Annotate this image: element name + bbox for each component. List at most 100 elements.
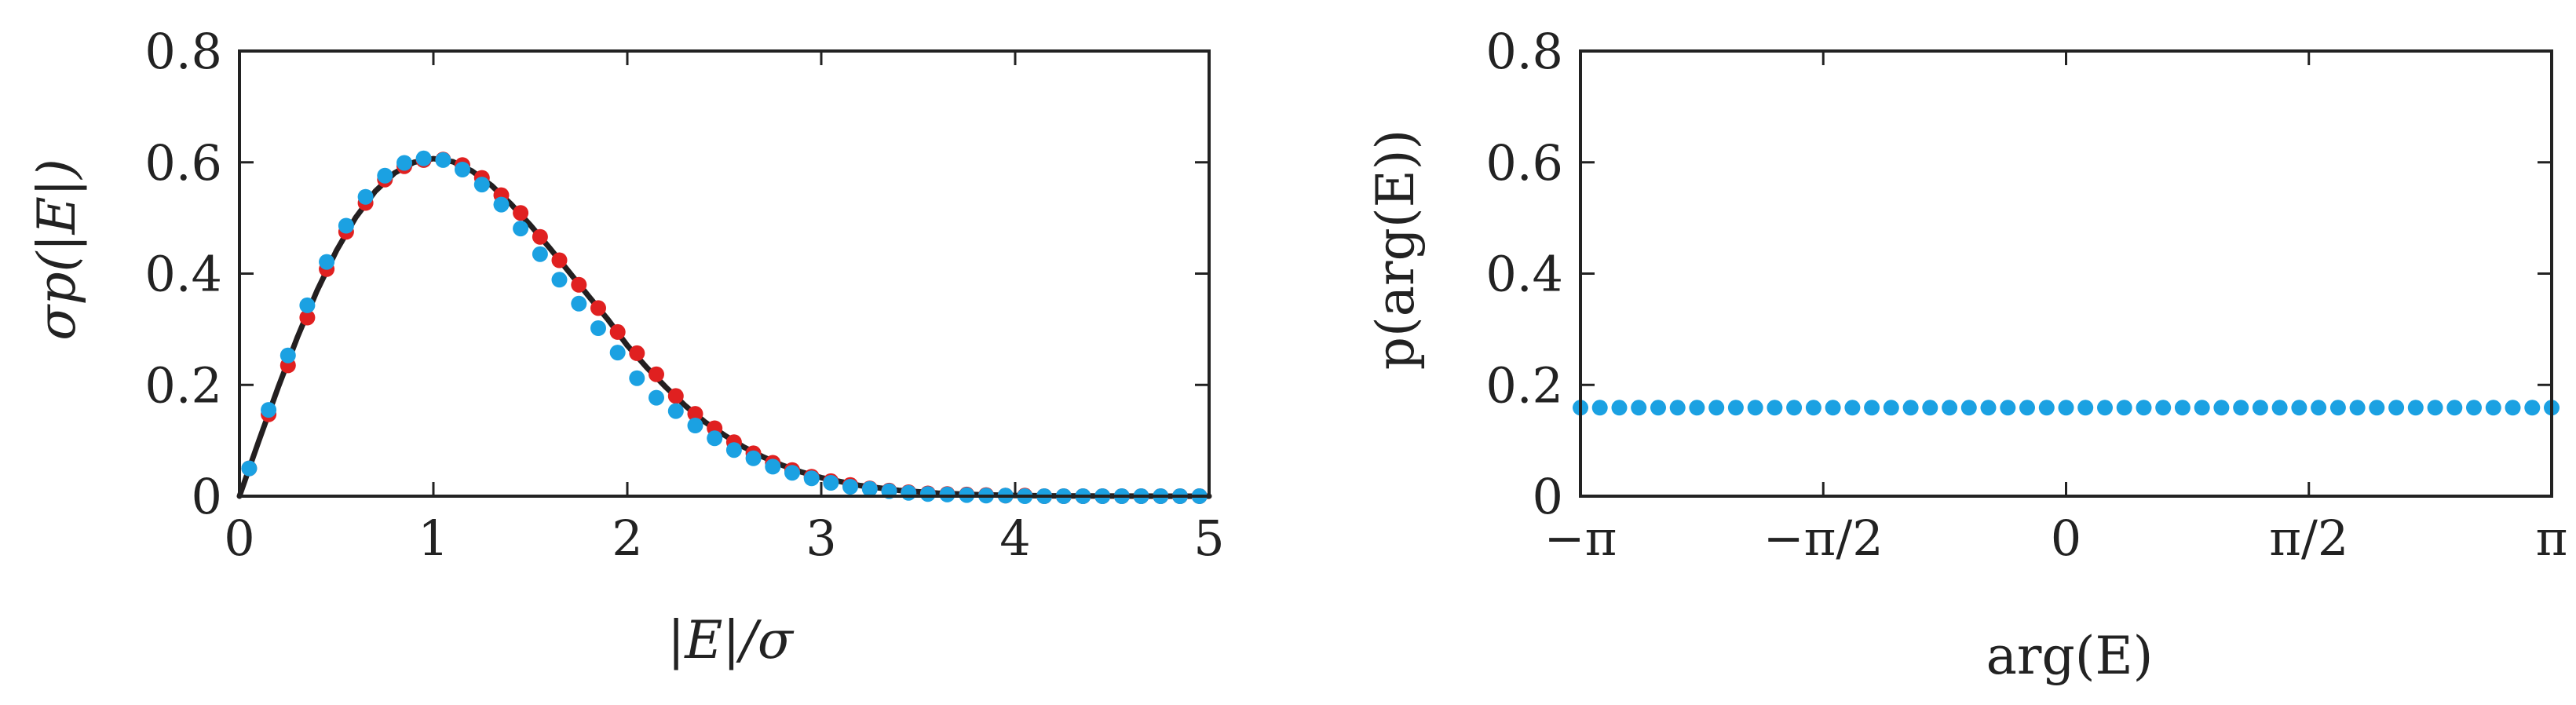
right-y-tick-label: 0 — [1533, 468, 1563, 525]
left-series-2-point — [609, 345, 626, 361]
left-series-2-point — [919, 486, 936, 502]
right-series-0-point — [2038, 400, 2055, 416]
right-series-0-point — [1669, 400, 1686, 416]
right-series-0-point — [1942, 400, 1958, 416]
right-series-0-point — [2291, 400, 2307, 416]
right-y-axis-title: p(arg(E)) — [1365, 130, 1426, 371]
left-y-axis-title: σp(|E|) — [27, 159, 87, 340]
right-y-tick-label: 0.8 — [1485, 23, 1563, 80]
right-series-0-point — [1805, 400, 1821, 416]
left-series-2-point — [629, 370, 645, 386]
right-series-0-point — [1650, 400, 1666, 416]
right-series-0-point — [2349, 400, 2366, 416]
left-series-2-point — [338, 217, 354, 234]
right-series-0-point — [1980, 400, 1997, 416]
right-series-0-point — [2116, 400, 2132, 416]
left-series-2-point — [842, 479, 858, 495]
right-series-0-point — [2194, 400, 2210, 416]
right-x-tick-label: 0 — [2051, 510, 2081, 567]
left-series-2-point — [261, 402, 277, 418]
right-series-0-point — [1631, 400, 1647, 416]
left-series-2-point — [649, 389, 664, 406]
left-series-1-point — [532, 228, 548, 245]
right-series-0-point — [2329, 400, 2346, 416]
left-series-2-point — [939, 486, 955, 502]
left-series-2-point — [415, 150, 432, 166]
left-series-2-point — [590, 320, 606, 336]
left-series-1-point — [513, 205, 529, 221]
left-series-2-point — [725, 442, 742, 458]
right-y-tick-label: 0.2 — [1485, 356, 1563, 414]
right-x-tick-label: −π/2 — [1763, 510, 1884, 567]
right-series-0-point — [2174, 400, 2191, 416]
left-series-1-point — [551, 252, 568, 268]
right-series-0-point — [1591, 400, 1608, 416]
left-series-2-point — [377, 167, 393, 184]
right-y-tick-label: 0.6 — [1485, 134, 1563, 192]
left-x-axis-title: |E|/σ — [667, 610, 795, 670]
right-plot-area: −π −π/2 0 π/2 π 0 0.2 0.4 0.6 0.8 — [1485, 23, 2567, 567]
left-y-tick-label: 0.2 — [144, 356, 222, 414]
left-series-2-point — [667, 403, 684, 419]
right-series-0-point — [2388, 400, 2405, 416]
left-series-1-point — [687, 406, 703, 422]
right-series-0-point — [2058, 400, 2074, 416]
right-series-0-point — [2097, 400, 2113, 416]
left-series-2-point — [435, 152, 451, 168]
right-series-0-point — [2466, 400, 2482, 416]
left-series-1-point — [590, 300, 606, 316]
right-series-0-point — [2019, 400, 2035, 416]
left-series-2-point — [473, 177, 490, 193]
right-series-0-point — [2485, 400, 2501, 416]
left-series-2-point — [571, 295, 587, 312]
right-series-0-point — [2311, 400, 2327, 416]
right-x-axis-title: arg(E) — [1986, 626, 2154, 686]
right-y-tick-label: 0.4 — [1485, 246, 1563, 303]
right-axes-frame — [1579, 49, 2553, 498]
left-x-tick-label: 4 — [999, 510, 1030, 567]
right-series-0-point — [2233, 400, 2249, 416]
left-series-0-line — [236, 155, 1212, 499]
left-series-1-point — [629, 345, 645, 361]
left-series-2-point — [455, 162, 470, 177]
left-chart: 0 1 2 3 4 5 0 0.2 0.4 0.6 0.8 |E|/σ σp(|E|) — [27, 23, 1225, 670]
right-series-0-point — [1767, 400, 1783, 416]
left-series-2-point — [803, 470, 820, 487]
right-series-0-point — [2136, 400, 2152, 416]
left-series-1-point — [649, 366, 664, 382]
left-series-2-point — [241, 460, 258, 477]
left-x-tick-label: 5 — [1193, 510, 1224, 567]
left-series-2-point — [396, 155, 412, 171]
right-x-tick-label: π — [2536, 510, 2568, 567]
right-series-0-point — [2155, 400, 2172, 416]
left-series-2-point — [319, 254, 335, 270]
left-x-tick-label: 3 — [806, 510, 836, 567]
left-axes-frame — [238, 49, 1211, 498]
left-series-2-point — [823, 475, 839, 491]
right-series-0-point — [1786, 400, 1803, 416]
left-series-2-point — [707, 430, 723, 447]
right-series-0-point — [1727, 400, 1744, 416]
right-series-0-point — [2524, 400, 2541, 416]
right-series-0-point — [2369, 400, 2385, 416]
right-series-0-point — [1611, 400, 1628, 416]
right-series-0-point — [2000, 400, 2016, 416]
left-series-2-point — [861, 480, 878, 497]
left-x-tick-label: 1 — [418, 510, 448, 567]
right-series-0-point — [2077, 400, 2094, 416]
left-series-2-point — [784, 465, 800, 481]
left-series-2-point — [901, 484, 917, 501]
left-series-1-point — [571, 276, 587, 293]
left-series-2-point — [745, 450, 762, 466]
left-series-2-point — [765, 458, 781, 475]
left-x-tick-label: 2 — [612, 510, 642, 567]
left-y-tick-label: 0.8 — [144, 23, 222, 80]
left-series-2-point — [299, 297, 316, 313]
left-series-2-point — [551, 272, 568, 288]
right-series-0-point — [1902, 400, 1919, 416]
left-y-tick-label: 0.6 — [144, 134, 222, 192]
left-series-1-point — [299, 309, 316, 326]
right-series-0-point — [1922, 400, 1938, 416]
right-series-0-point — [2407, 400, 2424, 416]
